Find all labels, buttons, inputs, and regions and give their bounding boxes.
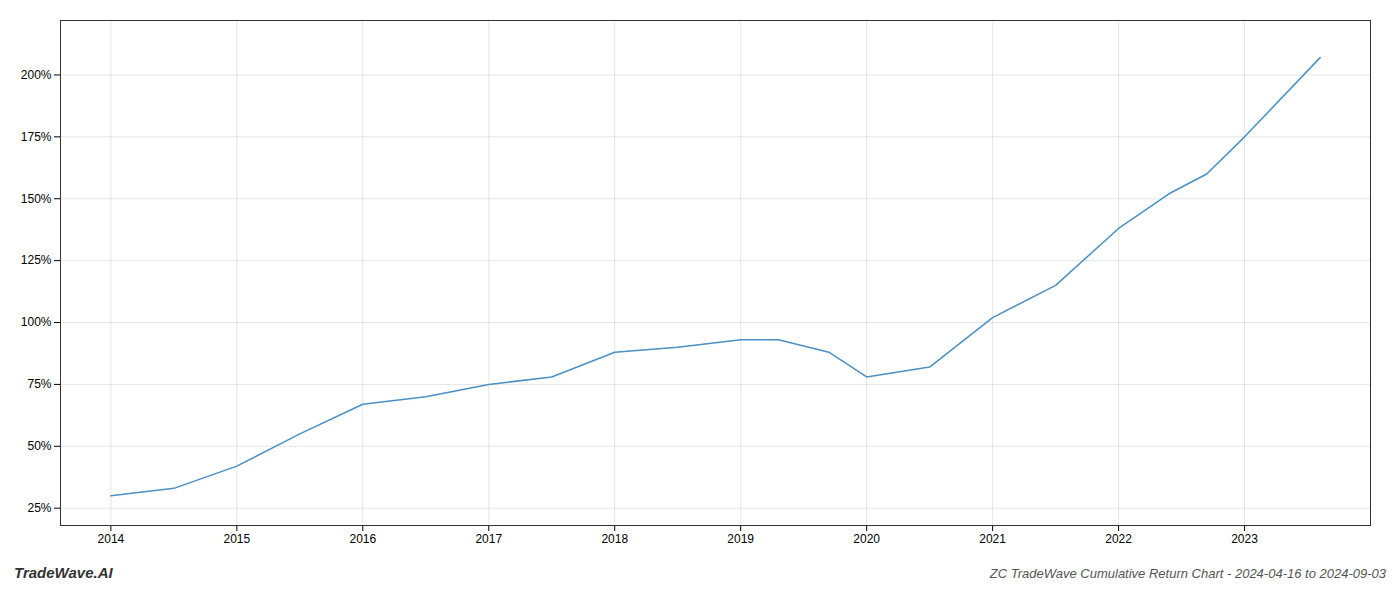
svg-text:2015: 2015 [223,532,250,546]
svg-text:150%: 150% [21,192,52,206]
svg-text:2014: 2014 [98,532,125,546]
svg-text:2021: 2021 [979,532,1006,546]
svg-text:2018: 2018 [601,532,628,546]
svg-text:125%: 125% [21,253,52,267]
html-text:TradeWave.AI: TradeWave.AI [14,564,113,581]
svg-text:100%: 100% [21,315,52,329]
svg-text:75%: 75% [27,377,51,391]
html-text:ZC TradeWave Cumulative Return: ZC TradeWave Cumulative Return Chart - 2… [989,566,1386,581]
svg-text:2022: 2022 [1105,532,1132,546]
svg-text:200%: 200% [21,68,52,82]
svg-text:2023: 2023 [1231,532,1258,546]
svg-text:2019: 2019 [727,532,754,546]
svg-text:50%: 50% [27,439,51,453]
svg-text:2017: 2017 [475,532,502,546]
svg-text:2020: 2020 [853,532,880,546]
svg-text:175%: 175% [21,130,52,144]
svg-text:2016: 2016 [349,532,376,546]
svg-text:25%: 25% [27,501,51,515]
